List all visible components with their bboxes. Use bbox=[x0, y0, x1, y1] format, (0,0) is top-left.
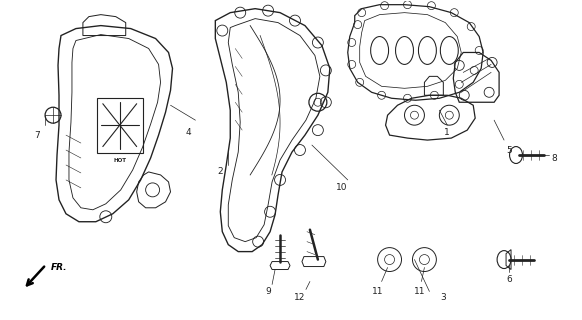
Text: 8: 8 bbox=[551, 154, 557, 163]
Text: 1: 1 bbox=[445, 128, 450, 137]
Text: 11: 11 bbox=[372, 287, 384, 296]
Text: FR.: FR. bbox=[51, 263, 68, 272]
Text: 11: 11 bbox=[414, 287, 425, 296]
Text: HOT: HOT bbox=[113, 157, 126, 163]
Text: 2: 2 bbox=[218, 167, 223, 176]
Text: 3: 3 bbox=[441, 293, 446, 302]
Text: 5: 5 bbox=[506, 146, 512, 155]
Text: 9: 9 bbox=[265, 287, 271, 296]
Text: 7: 7 bbox=[34, 131, 40, 140]
Text: 4: 4 bbox=[186, 128, 191, 137]
Text: 10: 10 bbox=[336, 183, 347, 192]
Text: 12: 12 bbox=[294, 293, 306, 302]
Bar bbox=[97, 98, 143, 153]
Text: 6: 6 bbox=[506, 275, 512, 284]
